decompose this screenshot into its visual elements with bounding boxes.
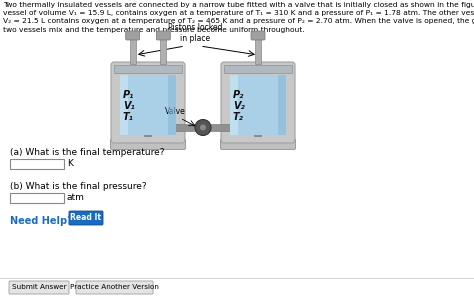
Bar (203, 124, 262, 131)
Text: P₁: P₁ (123, 90, 134, 100)
Text: T₁: T₁ (123, 112, 134, 122)
Text: Two thermally insulated vessels are connected by a narrow tube fitted with a val: Two thermally insulated vessels are conn… (3, 2, 474, 33)
Text: (a) What is the final temperature?: (a) What is the final temperature? (10, 148, 164, 157)
FancyBboxPatch shape (126, 31, 140, 40)
Bar (168, 75, 176, 135)
Text: atm: atm (67, 193, 85, 202)
Bar (145, 124, 152, 136)
Bar (10, 159, 64, 169)
FancyBboxPatch shape (111, 62, 185, 143)
Text: (b) What is the final pressure?: (b) What is the final pressure? (10, 182, 146, 191)
Bar (120, 75, 176, 135)
Bar (278, 75, 286, 135)
Bar (160, 36, 166, 64)
FancyBboxPatch shape (251, 31, 265, 40)
Text: Pistons locked
in place: Pistons locked in place (168, 23, 222, 43)
Circle shape (200, 124, 206, 130)
Text: T₂: T₂ (233, 112, 244, 122)
FancyBboxPatch shape (220, 139, 295, 149)
Bar (230, 75, 238, 135)
FancyBboxPatch shape (69, 211, 103, 225)
Bar (230, 75, 286, 135)
Circle shape (195, 119, 211, 136)
Bar (145, 124, 203, 131)
Bar (224, 65, 292, 73)
Text: Need Help?: Need Help? (10, 216, 73, 226)
Text: K: K (67, 158, 73, 167)
FancyBboxPatch shape (156, 31, 170, 40)
FancyBboxPatch shape (9, 281, 69, 294)
Text: Submit Answer: Submit Answer (12, 284, 66, 290)
Bar (130, 36, 136, 64)
Bar (255, 36, 261, 64)
Text: Read It: Read It (71, 214, 101, 223)
FancyBboxPatch shape (110, 139, 185, 149)
Text: Practice Another Version: Practice Another Version (70, 284, 158, 290)
Bar (10, 193, 64, 203)
Text: V₁: V₁ (123, 101, 135, 111)
FancyBboxPatch shape (221, 62, 295, 143)
FancyBboxPatch shape (76, 281, 153, 294)
Text: V₂: V₂ (233, 101, 245, 111)
Bar (255, 124, 262, 136)
Bar (120, 75, 128, 135)
Bar (114, 65, 182, 73)
Text: P₂: P₂ (233, 90, 245, 100)
Text: Valve: Valve (164, 107, 185, 116)
